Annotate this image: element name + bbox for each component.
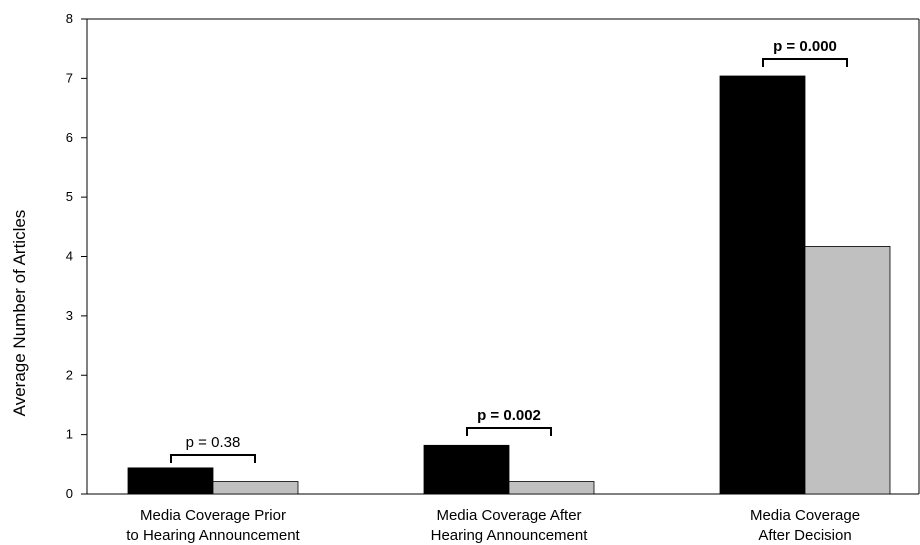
- y-tick-label: 1: [66, 427, 73, 442]
- y-axis-label: Average Number of Articles: [10, 210, 29, 417]
- significance-bracket: [170, 454, 256, 463]
- p-value-label: p = 0.000: [773, 38, 837, 55]
- bars: [127, 75, 891, 495]
- y-tick-label: 8: [66, 11, 73, 26]
- y-tick-label: 6: [66, 130, 73, 145]
- significance-bracket: [466, 427, 552, 436]
- x-category-label: Hearing Announcement: [431, 527, 589, 544]
- bar: [804, 246, 891, 495]
- x-category-label: After Decision: [758, 527, 851, 544]
- y-tick-label: 7: [66, 70, 73, 85]
- x-category-label: to Hearing Announcement: [126, 527, 300, 544]
- p-value-label: p = 0.38: [186, 434, 241, 451]
- x-category-label: Media Coverage After: [436, 507, 581, 524]
- y-tick-label: 2: [66, 367, 73, 382]
- bar: [127, 467, 214, 495]
- y-tick-label: 3: [66, 308, 73, 323]
- bar: [423, 444, 510, 495]
- y-tick-label: 0: [66, 486, 73, 501]
- p-value-label: p = 0.002: [477, 407, 541, 424]
- bar: [508, 481, 595, 495]
- annotations: p = 0.38 p = 0.002 p = 0.000: [170, 38, 848, 463]
- significance-bracket: [762, 58, 848, 67]
- bar: [719, 75, 806, 495]
- y-tick-label: 4: [66, 249, 73, 264]
- bar: [212, 481, 299, 495]
- x-category-label: Media Coverage Prior: [140, 507, 286, 524]
- axes: 0 1 2 3 4 5 6 7 8 Media Coverage Prior to Hearing …: [66, 11, 920, 544]
- y-tick-label: 5: [66, 189, 73, 204]
- x-category-label: Media Coverage: [750, 507, 860, 524]
